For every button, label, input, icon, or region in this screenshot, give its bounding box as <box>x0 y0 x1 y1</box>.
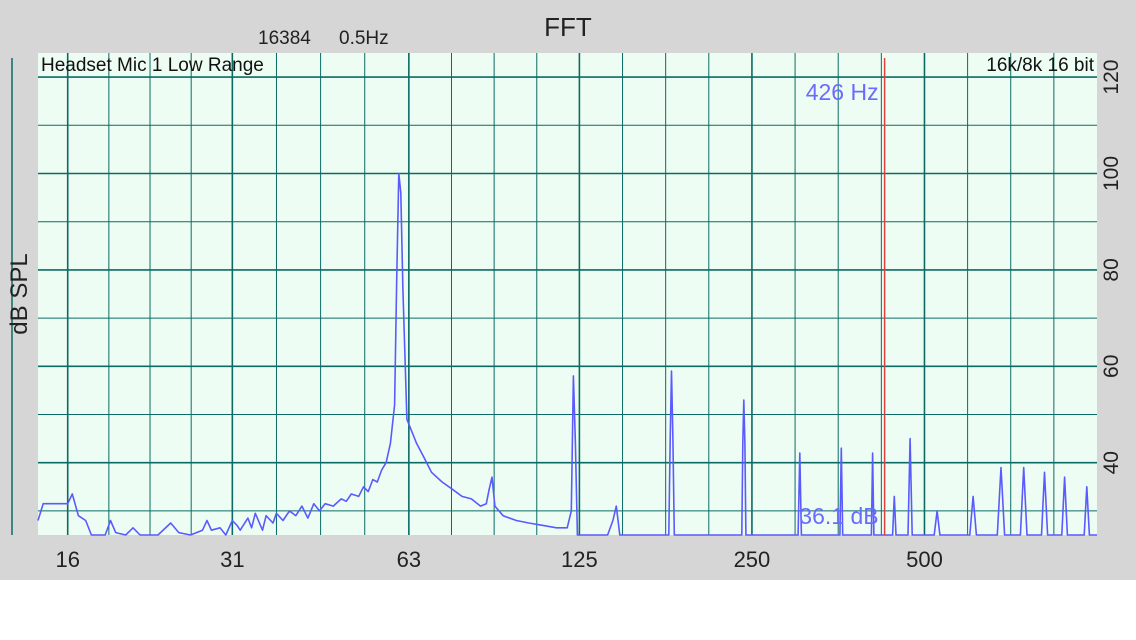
cursor-frequency-readout: 426 Hz <box>806 79 879 105</box>
spectrum-trace <box>37 172 1097 536</box>
grid-lines <box>38 53 1097 535</box>
format-label: 16k/8k 16 bit <box>986 55 1094 76</box>
x-tick-label: 500 <box>906 547 943 572</box>
y-tick-label: 80 <box>1100 258 1123 281</box>
x-tick-labels: 16 31 63 125 250 500 <box>55 547 942 572</box>
resolution-label: 0.5Hz <box>339 28 389 49</box>
x-tick-label: 250 <box>734 547 771 572</box>
x-tick-label: 31 <box>220 547 244 572</box>
y-axis-label: dB SPL <box>6 253 33 334</box>
y-tick-label: 40 <box>1100 451 1123 474</box>
y-tick-label: 100 <box>1100 156 1123 191</box>
fft-size-label: 16384 <box>258 28 311 49</box>
y-tick-label: 120 <box>1100 60 1123 95</box>
fft-chart: FFT 16384 0.5Hz dB SPL 40 60 80 100 120 16 31… <box>6 12 1123 572</box>
y-tick-label: 60 <box>1100 355 1123 378</box>
cursor-level-readout: 36.1 dB <box>799 503 878 529</box>
chart-title: FFT <box>544 12 592 42</box>
plot-area[interactable] <box>38 53 1097 535</box>
y-tick-labels: 40 60 80 100 120 <box>1100 60 1123 475</box>
input-label: Headset Mic 1 Low Range <box>41 55 264 76</box>
x-tick-label: 63 <box>397 547 421 572</box>
x-tick-label: 125 <box>561 547 598 572</box>
fft-window: FFT 16384 0.5Hz dB SPL 40 60 80 100 120 16 31… <box>0 0 1136 580</box>
x-tick-label: 16 <box>55 547 79 572</box>
trace-layer <box>37 172 1097 536</box>
